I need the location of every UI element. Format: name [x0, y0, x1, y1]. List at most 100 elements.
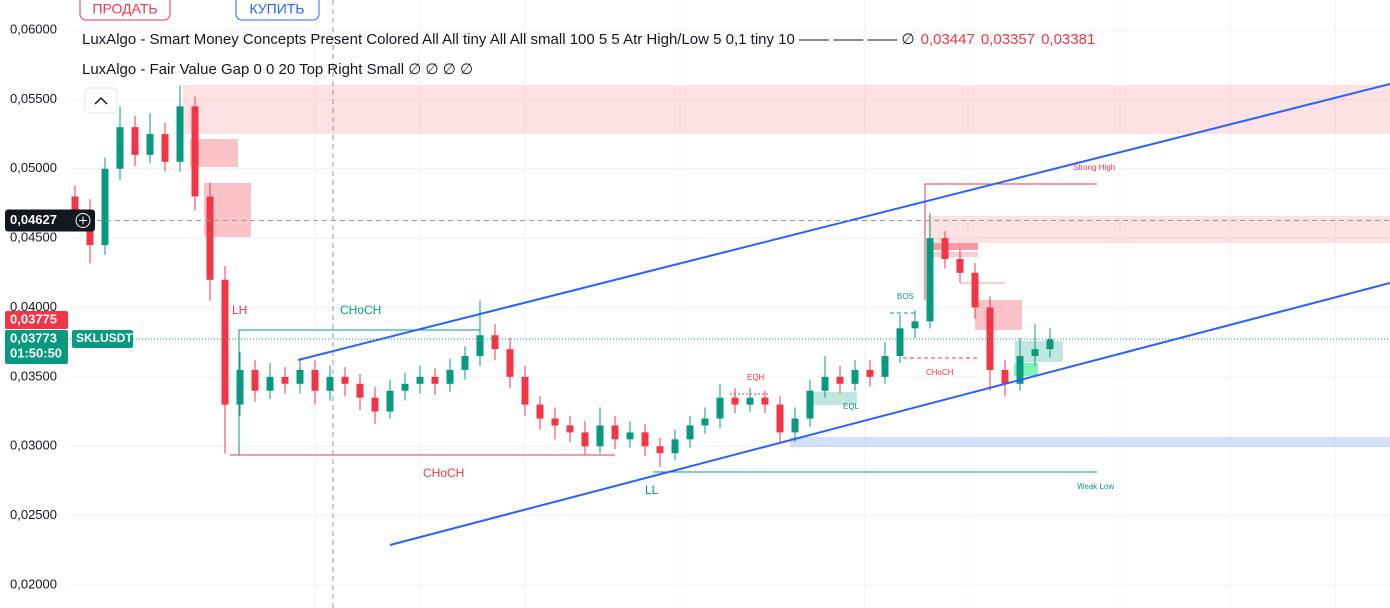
candle-body	[1016, 356, 1024, 384]
candle-body	[686, 425, 694, 440]
candle-body	[521, 376, 529, 405]
indicator-legend[interactable]: LuxAlgo - Smart Money Concepts Present C…	[82, 31, 1095, 48]
y-tick-label: 0,05000	[10, 160, 57, 175]
y-tick-label: 0,04500	[10, 230, 57, 245]
zones	[183, 85, 1390, 447]
candle-body	[476, 335, 484, 357]
candle-body	[221, 279, 229, 405]
buy-button[interactable]	[235, 0, 320, 21]
trend-line	[297, 83, 1390, 361]
candle-body	[851, 369, 859, 384]
y-tick-label: 0,05500	[10, 91, 57, 106]
candle-body	[341, 376, 349, 384]
candle-body	[356, 383, 364, 398]
candle-body	[326, 376, 334, 391]
add-icon	[79, 216, 87, 225]
candle-body	[926, 238, 934, 322]
indicator-value: 0,03381	[1041, 31, 1095, 48]
candle-body	[836, 376, 844, 384]
annotation: CHoCH	[926, 368, 954, 377]
annotation: EQH	[747, 373, 765, 382]
candle-body	[311, 369, 319, 391]
candle-body	[626, 432, 634, 440]
crosshair-price-box	[5, 209, 95, 232]
candle-body	[806, 390, 814, 419]
buy-label[interactable]: КУПИТЬ	[249, 1, 304, 17]
sell-button[interactable]	[79, 0, 171, 21]
symbol-label: SKLUSDT	[76, 331, 133, 345]
indicator-legend[interactable]: LuxAlgo - Fair Value Gap 0 0 20 Top Righ…	[82, 61, 473, 78]
y-tick-label: 0,04000	[10, 299, 57, 314]
candle-body	[1031, 349, 1039, 357]
candle-body	[116, 127, 124, 169]
candle-body	[266, 376, 274, 391]
candle-body	[671, 439, 679, 454]
candle-body	[416, 376, 424, 384]
candle-body	[431, 376, 439, 384]
candle-body	[791, 418, 799, 433]
y-tick-label: 0,02500	[10, 507, 57, 522]
add-icon	[75, 213, 91, 229]
structure	[230, 183, 1097, 473]
candle-body	[611, 425, 619, 440]
symbol-box	[72, 329, 133, 348]
x-grid	[314, 0, 1336, 608]
candle-body	[71, 196, 79, 211]
countdown-label: 01:50:50	[10, 345, 62, 360]
candle-body	[641, 432, 649, 447]
sell-label[interactable]: ПРОДАТЬ	[92, 1, 157, 17]
candle-body	[761, 397, 769, 405]
crosshair-price-label: 0,04627	[10, 212, 57, 227]
candle-body	[746, 397, 754, 405]
trend-line	[389, 282, 1390, 546]
annotation: LH	[232, 303, 247, 317]
fvg-zone	[931, 252, 978, 257]
candle-body	[911, 321, 919, 329]
candle-body	[581, 432, 589, 447]
candle-body	[701, 418, 709, 426]
candle-body	[866, 369, 874, 377]
last-price-label: 0,03773	[10, 330, 57, 345]
candle-body	[821, 376, 829, 391]
candle-body	[281, 376, 289, 384]
candle-body	[596, 425, 604, 447]
candle-body	[251, 369, 259, 391]
y-tick-label: 0,03000	[10, 438, 57, 453]
candle-body	[776, 404, 784, 433]
fvg-zone	[810, 392, 857, 405]
chevron-icon	[94, 96, 108, 105]
candle-body	[536, 404, 544, 419]
annotation: LL	[645, 483, 659, 497]
y-tick-label: 0,02000	[10, 576, 57, 591]
candle-body	[551, 418, 559, 426]
annotation: CHoCH	[340, 303, 381, 317]
candle-body	[731, 397, 739, 405]
candle-body	[566, 425, 574, 433]
demand-zone	[790, 437, 1390, 447]
candle-body	[386, 390, 394, 412]
y-tick-label: 0,03500	[10, 368, 57, 383]
annotation: BOS	[897, 292, 914, 301]
annotation: Weak Low	[1077, 482, 1114, 491]
candle-body	[1001, 369, 1009, 384]
candle-body	[956, 258, 964, 273]
supply-zone	[183, 85, 1390, 134]
candle-body	[881, 356, 889, 377]
candle-body	[986, 307, 994, 370]
candle-body	[1046, 339, 1054, 350]
candle-body	[131, 127, 139, 155]
candle-body	[296, 369, 304, 384]
candle-body	[161, 134, 169, 162]
candle-body	[716, 397, 724, 419]
candle-body	[656, 446, 664, 454]
fvg-zone	[931, 243, 978, 250]
indicator-value: 0,03447	[921, 31, 975, 48]
collapse-button[interactable]	[84, 87, 118, 114]
prev-price-label: 0,03775	[10, 311, 57, 326]
candle-body	[461, 356, 469, 370]
candle-body	[446, 369, 454, 384]
candle-body	[971, 272, 979, 308]
indicator-value: 0,03357	[981, 31, 1035, 48]
candle-body	[941, 238, 949, 259]
